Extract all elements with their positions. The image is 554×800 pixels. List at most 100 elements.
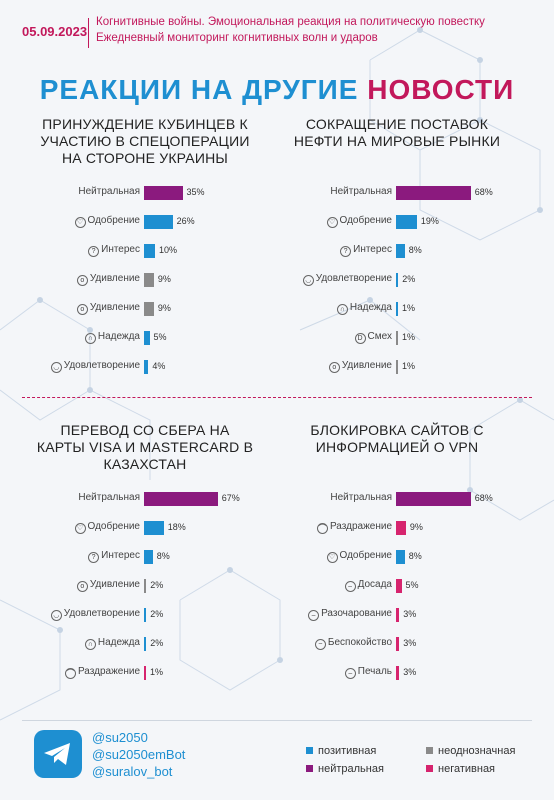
channel-handle-2[interactable]: @su2050emBot [92, 747, 186, 762]
sad-icon: ⌢ [344, 668, 356, 679]
category-label-text: Одобрение [87, 521, 140, 532]
bar [396, 273, 399, 287]
bar-row: ∩ Надежда 2% [20, 635, 270, 653]
bar-row: ? Интерес 8% [20, 548, 270, 566]
legend-swatch-neutral [306, 765, 313, 772]
section-divider [22, 397, 532, 398]
bar-row: o Удивление 1% [272, 358, 522, 376]
thinking-icon: ? [88, 552, 100, 563]
bar [144, 215, 173, 229]
bar-row: ∩ Надежда 5% [20, 329, 270, 347]
surprised-icon: o [76, 275, 88, 286]
bar [144, 360, 149, 374]
category-label: ? Интерес [88, 244, 140, 257]
header-divider [88, 18, 89, 48]
thinking-icon: ? [88, 246, 100, 257]
bar [396, 302, 398, 316]
category-label-text: Раздражение [77, 666, 140, 677]
category-label: Нейтральная [78, 186, 140, 197]
category-label-text: Одобрение [339, 215, 392, 226]
legend-swatch-positive [306, 747, 313, 754]
bar [144, 579, 147, 593]
thinking-icon: ? [340, 246, 352, 257]
category-label: ~ Беспокойство [314, 637, 392, 650]
value-label: 5% [405, 580, 419, 590]
bar [396, 521, 406, 535]
category-label: ∩ Надежда [84, 637, 140, 650]
bar-row: o Удивление 2% [20, 577, 270, 595]
category-label-text: Удовлетворение [63, 608, 140, 619]
category-label: ⌒ Раздражение [316, 521, 392, 534]
bar [144, 331, 150, 345]
value-label: 9% [157, 274, 171, 284]
bar [144, 244, 155, 258]
bar-row: ⌢ Печаль 3% [272, 664, 522, 682]
chart-panel-cubans: ПРИНУЖДЕНИЕ КУБИНЦЕВ К УЧАСТИЮ В СПЕЦОПЕР… [20, 116, 270, 386]
heart-smile-icon: ♡ [326, 217, 338, 228]
bar [396, 608, 400, 622]
value-label: 9% [409, 522, 423, 532]
bar [144, 521, 164, 535]
bar-row: Нейтральная 35% [20, 184, 270, 202]
legend-positive: позитивная [306, 745, 376, 757]
value-label: 68% [474, 187, 493, 197]
category-label: ⌢ Досада [344, 579, 392, 592]
bar-row: Нейтральная 68% [272, 490, 522, 508]
value-label: 2% [402, 274, 416, 284]
chart-title: ПЕРЕВОД СО СБЕРА НА КАРТЫ VISA И MASTERCA… [20, 422, 270, 473]
category-label-text: Печаль [357, 666, 392, 677]
channel-handle-3[interactable]: @suralov_bot [92, 764, 173, 779]
annoyed-face-icon: ⌒ [64, 668, 76, 679]
category-label-text: Нейтральная [78, 186, 140, 197]
value-label: 18% [167, 522, 186, 532]
bar-row: ♡ Одобрение 18% [20, 519, 270, 537]
value-label: 3% [403, 609, 417, 619]
category-label-text: Удовлетворение [63, 360, 140, 371]
surprised-icon: o [328, 362, 340, 373]
chart-panel-oil: СОКРАЩЕНИЕ ПОСТАВОК НЕФТИ НА МИРОВЫЕ РЫНК… [272, 116, 522, 386]
bar [144, 302, 154, 316]
channel-handle-1[interactable]: @su2050 [92, 730, 148, 745]
content-face-icon: ◡ [50, 362, 62, 373]
bar-row: ? Интерес 8% [272, 242, 522, 260]
category-label-text: Одобрение [339, 550, 392, 561]
value-label: 35% [186, 187, 205, 197]
telegram-icon[interactable] [34, 730, 82, 778]
category-label: ♡ Одобрение [74, 521, 140, 534]
category-label-text: Надежда [97, 637, 140, 648]
bar [396, 579, 402, 593]
bar-row: ⌒ Раздражение 1% [20, 664, 270, 682]
bar-row: o Удивление 9% [20, 300, 270, 318]
praying-hands-icon: ∩ [336, 304, 348, 315]
bar-row: ♡ Одобрение 26% [20, 213, 270, 231]
header-subtitle-line2: Ежедневный мониторинг когнитивных волн и… [96, 32, 378, 44]
category-label: D Смех [354, 331, 392, 344]
value-label: 1% [402, 303, 416, 313]
category-label: ⌢ Печаль [344, 666, 392, 679]
value-label: 2% [150, 638, 164, 648]
bar [144, 608, 147, 622]
category-label: o Удивление [328, 360, 392, 373]
category-label-text: Беспокойство [327, 637, 392, 648]
value-label: 26% [176, 216, 195, 226]
category-label: Нейтральная [330, 492, 392, 503]
category-label-text: Одобрение [87, 215, 140, 226]
value-label: 8% [408, 551, 422, 561]
legend-swatch-negative [426, 765, 433, 772]
category-label-text: Удивление [89, 302, 140, 313]
laugh-icon: D [354, 333, 366, 344]
annoyed-face-icon: ⌒ [316, 523, 328, 534]
bar [144, 492, 218, 506]
category-label: ♡ Одобрение [74, 215, 140, 228]
bar-row: ∩ Надежда 1% [272, 300, 522, 318]
chart-title-line: СОКРАЩЕНИЕ ПОСТАВОК [305, 116, 489, 132]
bar-row: ? Интерес 10% [20, 242, 270, 260]
bar-row: o Удивление 9% [20, 271, 270, 289]
legend-negative: негативная [426, 763, 495, 775]
legend-swatch-ambiguous [426, 747, 433, 754]
category-label: ⌒ Раздражение [64, 666, 140, 679]
category-label: o Удивление [76, 302, 140, 315]
bar [144, 186, 183, 200]
legend-ambiguous: неоднозначная [426, 745, 515, 757]
